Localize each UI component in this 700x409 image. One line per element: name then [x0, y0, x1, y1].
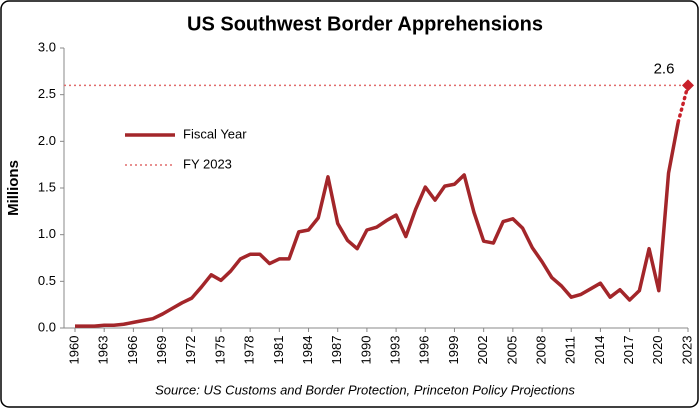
- x-tick-label: 1981: [271, 336, 286, 365]
- y-tick-label: 2.0: [38, 133, 56, 148]
- x-tick-label: 1978: [242, 336, 257, 365]
- x-tick-label: 1972: [183, 336, 198, 365]
- x-tick-label: 2002: [475, 336, 490, 365]
- x-tick-label: 2017: [621, 336, 636, 365]
- y-tick-label: 0.5: [38, 273, 56, 288]
- y-tick-label: 2.5: [38, 86, 56, 101]
- x-tick-label: 1963: [96, 336, 111, 365]
- data-label: 2.6: [654, 60, 675, 77]
- chart-title: US Southwest Border Apprehensions: [187, 13, 543, 35]
- x-tick-label: 1969: [154, 336, 169, 365]
- x-tick-label: 1990: [358, 336, 373, 365]
- x-tick-label: 1975: [212, 336, 227, 365]
- y-tick-label: 1.0: [38, 226, 56, 241]
- projection-line: [676, 83, 690, 124]
- x-tick-label: 2020: [650, 336, 665, 365]
- x-tick-label: 1999: [446, 336, 461, 365]
- y-axis-label: Millions: [5, 160, 22, 216]
- x-tick-label: 2011: [563, 336, 578, 364]
- x-tick-label: 2014: [592, 336, 607, 365]
- projection-marker: [682, 79, 694, 92]
- data-line: [75, 121, 680, 328]
- x-tick-label: 1996: [417, 336, 432, 365]
- x-tick-label: 2023: [679, 336, 694, 365]
- y-tick-label: 0.0: [38, 319, 56, 334]
- legend-label: FY 2023: [183, 156, 232, 171]
- x-tick-label: 2008: [533, 336, 548, 365]
- x-tick-label: 1960: [66, 336, 81, 365]
- x-tick-label: 1984: [300, 336, 315, 365]
- x-tick-label: 1993: [388, 336, 403, 365]
- x-tick-label: 1987: [329, 336, 344, 365]
- x-tick-label: 2005: [504, 336, 519, 365]
- y-tick-label: 1.5: [38, 179, 56, 194]
- legend-label: Fiscal Year: [183, 126, 247, 141]
- x-tick-label: 1966: [125, 336, 140, 365]
- source-note: Source: US Customs and Border Protection…: [155, 382, 575, 397]
- y-tick-label: 3.0: [38, 39, 56, 54]
